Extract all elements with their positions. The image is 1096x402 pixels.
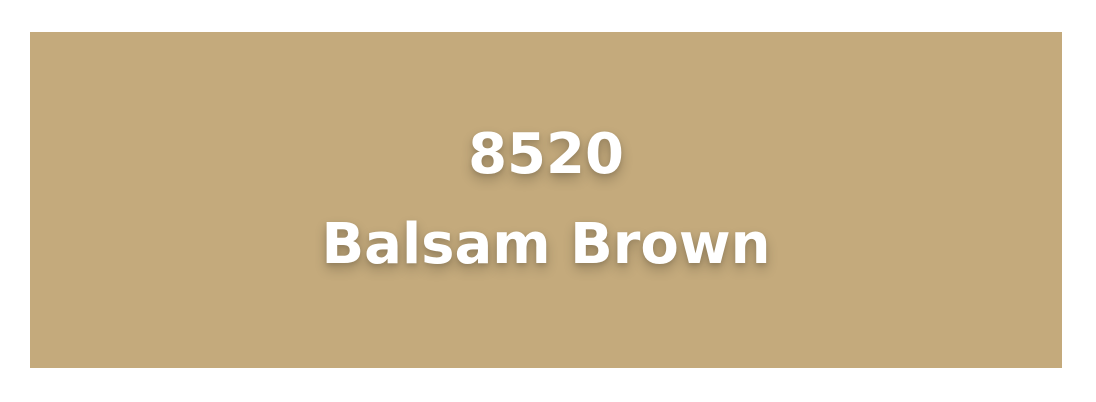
color-swatch: 8520 Balsam Brown <box>30 32 1062 368</box>
color-name: Balsam Brown <box>321 212 771 277</box>
color-code: 8520 <box>468 122 624 188</box>
